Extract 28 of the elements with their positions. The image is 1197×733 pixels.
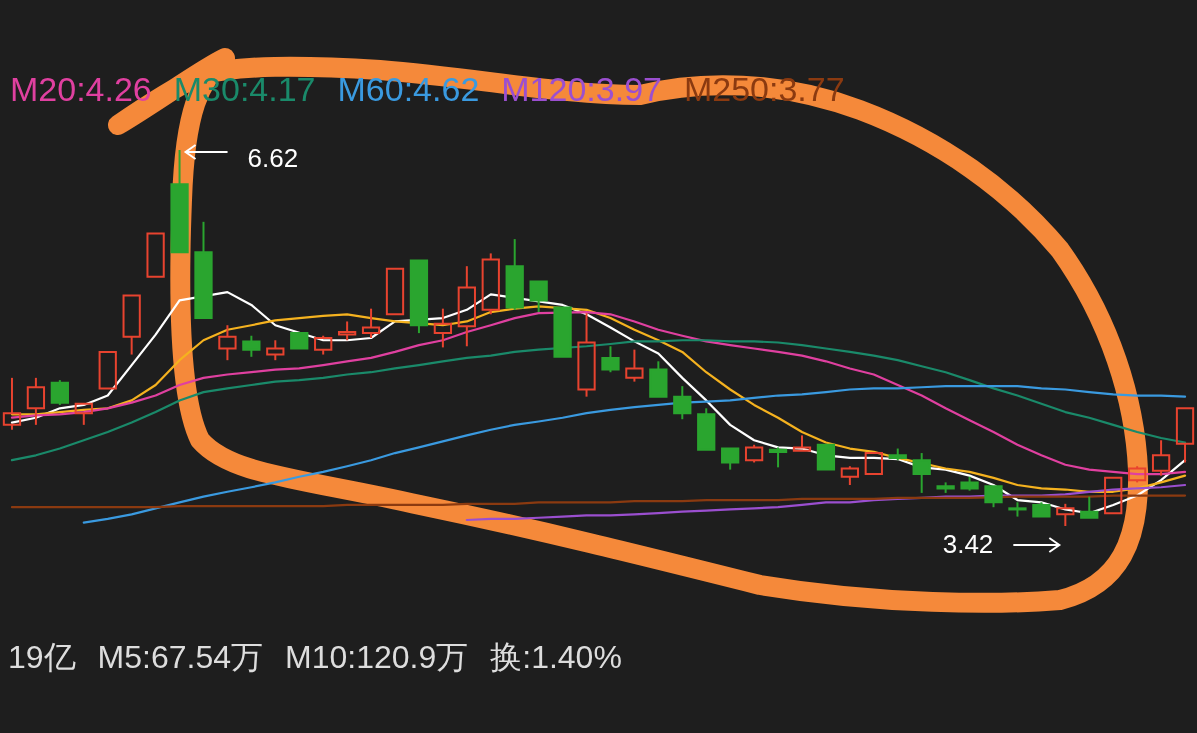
candlestick xyxy=(290,332,309,350)
text: M5:67.54万 xyxy=(97,639,264,675)
candlestick xyxy=(194,220,213,320)
candlestick xyxy=(433,307,453,349)
candlestick xyxy=(529,280,548,314)
text: M60:4.62 xyxy=(337,70,480,108)
candlestick xyxy=(457,265,476,348)
candlestick xyxy=(553,306,572,358)
candlestick xyxy=(816,443,836,471)
candlestick xyxy=(146,232,165,278)
text: 换:1.40% xyxy=(490,639,622,675)
candlestick xyxy=(170,149,189,254)
candlestick xyxy=(74,402,93,426)
candlestick xyxy=(864,452,883,476)
candlestick xyxy=(1080,495,1099,519)
text: M10:120.9万 xyxy=(285,639,469,675)
candlestick xyxy=(1175,407,1195,464)
candlestick xyxy=(98,350,117,390)
text: M20:4.26 xyxy=(10,70,152,108)
candlestick xyxy=(385,267,405,316)
candlestick xyxy=(649,360,668,398)
text: 19亿 xyxy=(8,639,76,675)
text: 3.42 xyxy=(942,529,994,559)
candlestick xyxy=(721,447,740,471)
candlestick xyxy=(792,434,812,452)
annotation: 6.62 xyxy=(247,143,299,173)
candlestick xyxy=(122,294,141,356)
candlestick xyxy=(1104,476,1123,515)
